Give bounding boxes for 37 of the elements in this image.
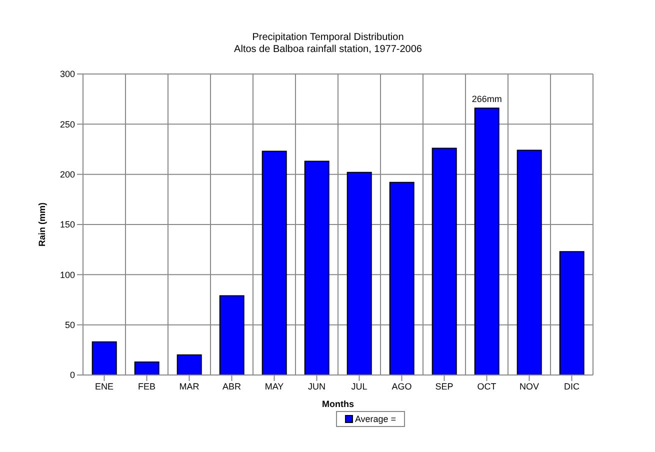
x-tick-label: ABR [222, 381, 242, 392]
bar [346, 172, 372, 375]
y-tick-label: 200 [60, 170, 75, 180]
bar [92, 341, 117, 375]
x-tick-label: FEB [138, 381, 156, 392]
y-tick-label: 300 [60, 69, 75, 80]
y-tick-label: 250 [60, 119, 75, 130]
x-tick-label: OCT [477, 381, 497, 392]
bar [432, 148, 457, 375]
chart-subtitle: Altos de Balboa rainfall station, 1977-2006 [233, 44, 423, 56]
y-tick-label: 100 [60, 270, 75, 280]
x-tick-label: NOV [519, 381, 540, 392]
y-tick-label: 50 [64, 320, 75, 330]
x-tick-label: JUL [351, 381, 368, 392]
x-tick-label: SEP [435, 381, 454, 392]
bar [516, 150, 542, 375]
x-tick-label: ENE [94, 381, 114, 392]
bar [176, 354, 202, 375]
y-axis-title: Rain (mm) [37, 202, 48, 247]
bar [134, 361, 160, 375]
x-tick-label: AGO [392, 381, 412, 392]
y-tick-label: 150 [60, 220, 75, 230]
bar [262, 150, 287, 375]
bar [474, 108, 500, 375]
chart-title: Precipitation Temporal Distribution [251, 32, 405, 44]
bar [219, 295, 244, 375]
x-tick-label: JUN [308, 381, 326, 392]
data-label: 266mm [472, 94, 502, 104]
x-tick-label: MAR [179, 381, 200, 392]
x-tick-label: DIC [564, 381, 580, 392]
bar [304, 160, 330, 375]
legend-label: Average = [354, 414, 396, 424]
bar [559, 251, 584, 375]
x-axis-title: Months [322, 399, 354, 409]
y-tick-label: 0 [70, 370, 75, 380]
bar [389, 182, 414, 375]
x-tick-label: MAY [264, 381, 284, 392]
